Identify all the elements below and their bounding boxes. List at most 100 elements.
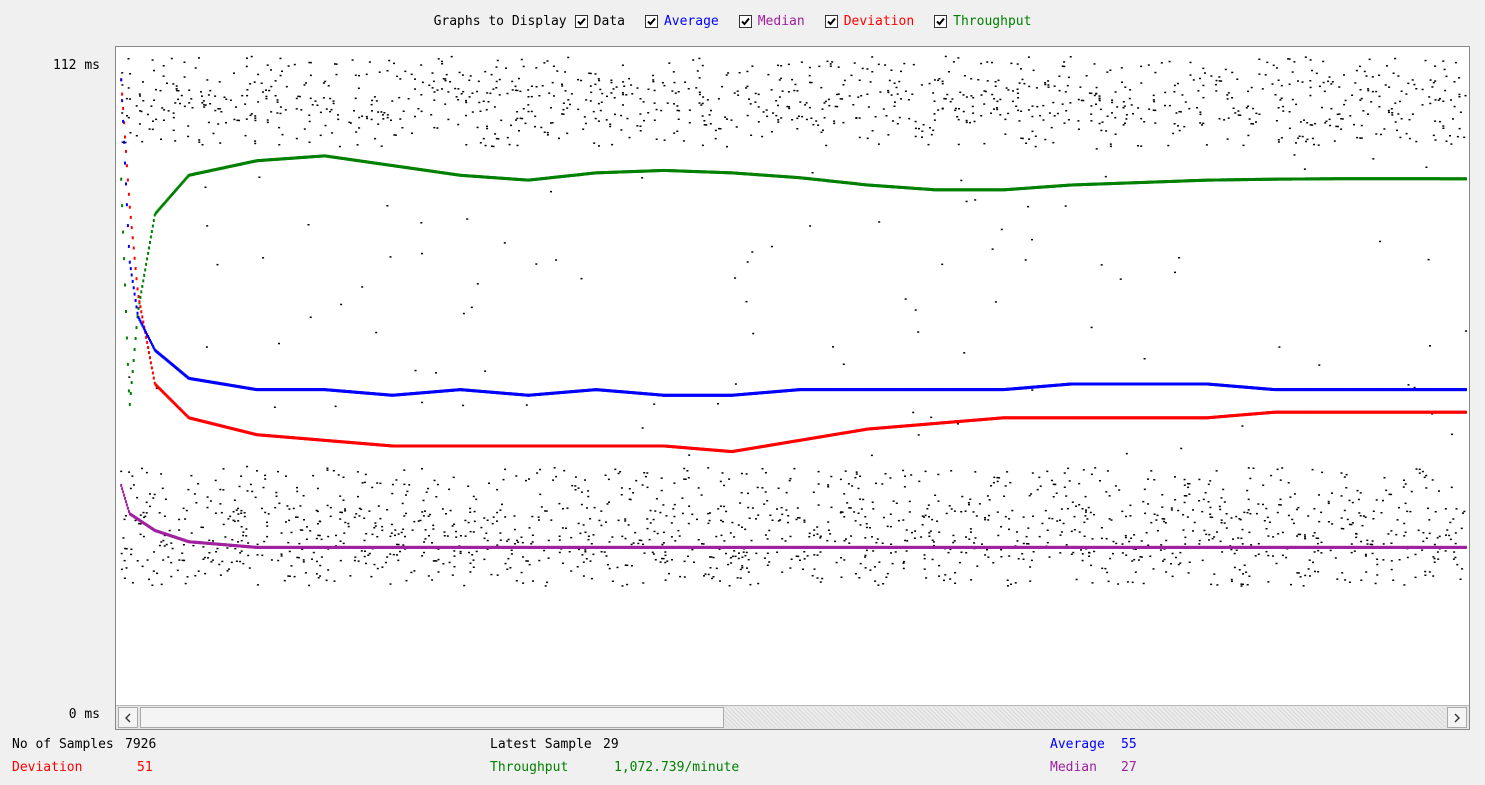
data-point [747, 492, 749, 495]
data-point [188, 89, 191, 91]
data-point [1090, 92, 1093, 95]
data-point [1272, 64, 1275, 67]
data-point [292, 507, 295, 510]
data-point [708, 519, 711, 522]
data-point [549, 122, 552, 124]
data-point [423, 541, 426, 543]
data-point [727, 72, 730, 74]
data-point [200, 91, 202, 93]
data-point [325, 579, 328, 582]
data-point [264, 511, 267, 514]
data-point [953, 510, 956, 512]
deviation-checkbox[interactable]: Deviation [824, 14, 914, 29]
data-point [745, 300, 748, 303]
data-point [121, 112, 124, 114]
data-point [1046, 470, 1049, 473]
data-point [1371, 552, 1374, 555]
data-point [172, 83, 175, 85]
data-point [808, 66, 811, 69]
data-point [700, 494, 703, 496]
deviation-point [523, 444, 526, 448]
data-point [636, 87, 639, 89]
data-point [855, 471, 858, 473]
data-point [766, 564, 769, 566]
data-point [324, 80, 327, 83]
data-point [750, 539, 753, 542]
data-point [766, 500, 769, 502]
data-point [608, 501, 610, 503]
data-point [187, 125, 190, 127]
data-point [621, 535, 624, 538]
deviation-point [198, 419, 201, 423]
data-point [902, 567, 905, 570]
data-point [392, 553, 395, 556]
data-point [859, 498, 862, 500]
data-point [174, 140, 177, 142]
data-point [1278, 504, 1281, 506]
data-point [241, 94, 244, 97]
data-point [339, 518, 342, 520]
data-point [1371, 76, 1374, 78]
median-checkbox[interactable]: Median [738, 14, 805, 29]
data-point [121, 141, 124, 143]
data-point [1163, 520, 1166, 523]
data-point [500, 119, 503, 122]
data-point [361, 482, 364, 484]
data-point [1390, 542, 1393, 544]
average-checkbox[interactable]: Average [644, 14, 719, 29]
data-point [376, 536, 379, 538]
data-checkbox[interactable]: Data [574, 14, 625, 29]
data-point [833, 122, 836, 125]
data-point [375, 100, 378, 102]
data-point [1128, 97, 1131, 100]
data-point [1366, 543, 1369, 545]
data-point [1068, 480, 1071, 482]
data-point [312, 551, 315, 554]
data-point [1370, 101, 1373, 103]
data-point [1048, 517, 1051, 520]
data-point [984, 90, 987, 93]
data-point [761, 135, 764, 138]
data-point [988, 499, 991, 501]
data-point [1371, 543, 1374, 546]
data-point [1409, 510, 1412, 513]
data-point [610, 92, 613, 94]
data-point [1122, 107, 1125, 109]
data-point [324, 124, 327, 127]
data-point [631, 93, 634, 95]
throughput-checkbox[interactable]: Throughput [934, 14, 1031, 29]
data-point [785, 509, 788, 511]
data-point [1338, 86, 1341, 88]
data-point [1088, 555, 1091, 557]
data-point [952, 534, 955, 537]
data-point [399, 118, 402, 120]
data-point [688, 454, 691, 456]
data-point [312, 474, 315, 477]
data-point [288, 550, 291, 553]
data-point [168, 529, 171, 532]
data-point [761, 487, 764, 489]
data-point [1434, 511, 1437, 513]
data-point [1120, 67, 1123, 69]
data-point [703, 124, 706, 126]
data-point [254, 496, 257, 499]
data-point [741, 556, 744, 558]
data-point [1309, 124, 1312, 126]
data-point [1105, 491, 1108, 493]
data-point [338, 145, 341, 148]
data-point [1056, 520, 1059, 522]
data-point [1084, 515, 1087, 517]
throughput-point [149, 235, 152, 239]
data-point [1458, 77, 1461, 79]
throughput-point [323, 154, 326, 158]
data-point [275, 491, 278, 494]
data-point [123, 577, 126, 579]
throughput-point [135, 326, 138, 330]
data-point [1312, 561, 1314, 564]
data-point [339, 511, 342, 513]
data-point [1278, 346, 1281, 348]
data-point [797, 115, 800, 117]
data-point [1053, 85, 1056, 87]
data-point [515, 119, 517, 121]
data-point [938, 78, 941, 80]
